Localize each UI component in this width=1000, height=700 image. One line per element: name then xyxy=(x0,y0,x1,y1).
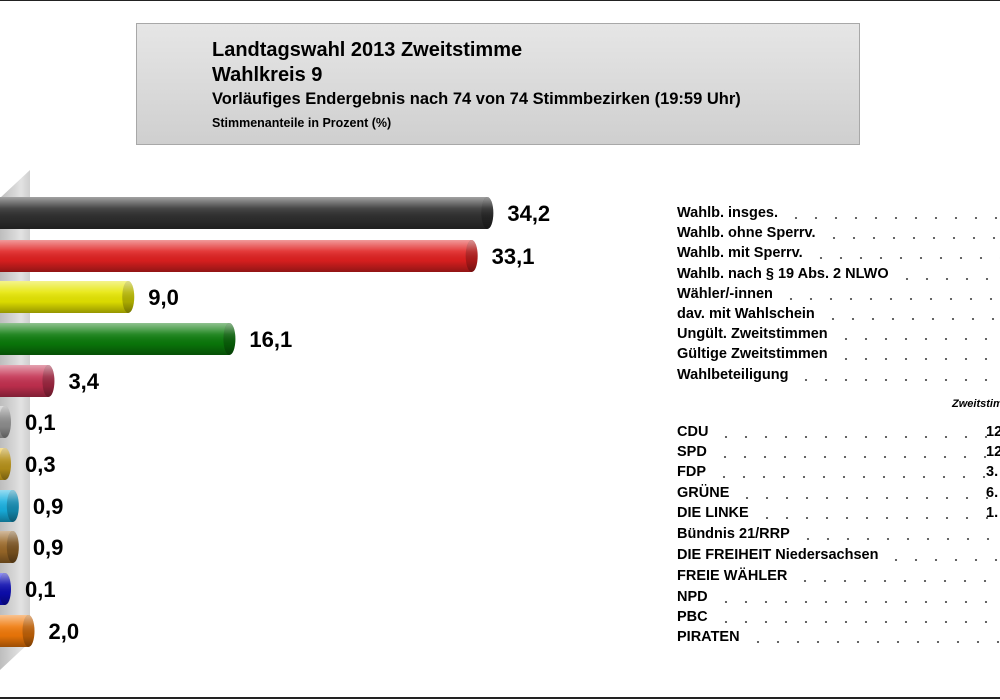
top-border-line xyxy=(0,0,1000,1)
dot-leader xyxy=(810,257,1000,259)
party-row: PBC xyxy=(677,609,1000,629)
dot-leader xyxy=(795,580,1000,582)
party-value: 6. xyxy=(986,485,999,501)
party-row: PIRATEN xyxy=(677,629,1000,649)
chart-title: Landtagswahl 2013 Zweitstimme xyxy=(212,39,523,61)
dot-leader xyxy=(716,436,1000,438)
dot-leader xyxy=(737,497,1000,499)
party-row: CDU xyxy=(677,424,1000,444)
bar-gr-ne xyxy=(0,323,236,355)
bar-npd xyxy=(0,531,19,563)
bar-value-label: 2,0 xyxy=(49,619,80,644)
dot-leader xyxy=(747,641,1000,643)
stat-label: Wähler/-innen xyxy=(677,286,773,302)
bar-chart: 34,2 33,1 9,0 16,1 3,4 0,1 0,3 0,9 0,9 0,1 2,0 xyxy=(0,197,550,647)
bar-value-label: 33,1 xyxy=(492,244,535,269)
party-name: PIRATEN xyxy=(677,629,740,645)
party-row: SPD xyxy=(677,444,1000,464)
bar-piraten xyxy=(0,615,35,647)
stat-label: Wahlb. nach § 19 Abs. 2 NLWO xyxy=(677,266,889,282)
party-row: DIE FREIHEIT Niedersachsen xyxy=(677,547,1000,567)
stat-label: Ungült. Zweitstimmen xyxy=(677,326,828,342)
party-name: PBC xyxy=(677,609,708,625)
party-value: 3. xyxy=(986,464,999,480)
party-name: FREIE WÄHLER xyxy=(677,568,788,584)
dot-leader xyxy=(823,237,1000,239)
stat-row: Gültige Zweitstimmen xyxy=(677,346,1000,366)
dot-leader xyxy=(796,379,1000,381)
dot-leader xyxy=(780,298,1000,300)
bar-value-label: 0,9 xyxy=(33,535,64,560)
dot-leader xyxy=(896,278,1000,280)
bar-value-label: 0,3 xyxy=(25,452,56,477)
party-name: Bündnis 21/RRP xyxy=(677,526,790,542)
party-value: 1. xyxy=(986,505,999,521)
dot-leader xyxy=(756,517,1000,519)
dot-leader xyxy=(886,559,1000,561)
stat-row: Wahlb. mit Sperrv. xyxy=(677,245,1000,265)
dot-leader xyxy=(714,476,1000,478)
bar-die-freiheit-niedersachsen xyxy=(0,448,11,480)
bar-freie-w-hler xyxy=(0,490,19,522)
party-name: DIE LINKE xyxy=(677,505,749,521)
party-value: 12. xyxy=(986,444,1000,460)
party-name: NPD xyxy=(677,589,708,605)
stat-label: Wahlb. ohne Sperrv. xyxy=(677,225,816,241)
stat-row: Wahlb. nach § 19 Abs. 2 NLWO xyxy=(677,266,1000,286)
party-row: GRÜNE xyxy=(677,485,1000,505)
dot-leader xyxy=(715,621,1000,623)
dot-leader xyxy=(835,358,1000,360)
party-row: FREIE WÄHLER xyxy=(677,568,1000,588)
stat-row: Wahlb. ohne Sperrv. xyxy=(677,225,1000,245)
stat-label: Wahlb. mit Sperrv. xyxy=(677,245,803,261)
party-row: FDP xyxy=(677,464,1000,484)
zweitstimmen-column-label: Zweitstim xyxy=(952,398,1000,410)
stat-row: Wahlb. insges. xyxy=(677,205,1000,225)
bar-fdp xyxy=(0,281,135,313)
chart-header: Landtagswahl 2013 Zweitstimme Wahlkreis … xyxy=(136,23,860,145)
bar-value-label: 3,4 xyxy=(68,369,99,394)
bar-pbc xyxy=(0,573,11,605)
party-row: NPD xyxy=(677,589,1000,609)
dot-leader xyxy=(785,217,1000,219)
dot-leader xyxy=(797,538,1000,540)
bar-spd xyxy=(0,240,478,272)
bar-value-label: 0,1 xyxy=(25,410,56,435)
stat-label: Gültige Zweitstimmen xyxy=(677,346,828,362)
chart-unit-note: Stimmenanteile in Prozent (%) xyxy=(212,116,392,130)
bar-value-label: 34,2 xyxy=(507,201,550,226)
bar-value-label: 0,9 xyxy=(33,494,64,519)
bottom-border-line xyxy=(0,697,1000,699)
chart-district: Wahlkreis 9 xyxy=(212,64,323,86)
stat-row: dav. mit Wahlschein xyxy=(677,306,1000,326)
party-row: DIE LINKE xyxy=(677,505,1000,525)
dot-leader xyxy=(835,338,1000,340)
party-row: Bündnis 21/RRP xyxy=(677,526,1000,546)
bar-die-linke xyxy=(0,365,55,397)
bar-value-label: 9,0 xyxy=(148,285,179,310)
bar-value-label: 16,1 xyxy=(249,327,292,352)
stat-label: Wahlb. insges. xyxy=(677,205,778,221)
party-name: DIE FREIHEIT Niedersachsen xyxy=(677,547,879,563)
bar-cdu xyxy=(0,197,494,229)
stat-row: Wähler/-innen xyxy=(677,286,1000,306)
party-name: SPD xyxy=(677,444,707,460)
stat-label: Wahlbeteiligung xyxy=(677,367,789,383)
party-value: 12. xyxy=(986,424,1000,440)
party-name: CDU xyxy=(677,424,709,440)
stat-row: Ungült. Zweitstimmen xyxy=(677,326,1000,346)
party-name: FDP xyxy=(677,464,706,480)
stat-row: Wahlbeteiligung xyxy=(677,367,1000,387)
stat-label: dav. mit Wahlschein xyxy=(677,306,815,322)
dot-leader xyxy=(822,318,1000,320)
dot-leader xyxy=(715,601,1000,603)
dot-leader xyxy=(714,456,1000,458)
bar-b-ndnis-21-rrp xyxy=(0,406,11,438)
chart-status: Vorläufiges Endergebnis nach 74 von 74 S… xyxy=(212,90,741,108)
party-name: GRÜNE xyxy=(677,485,730,501)
bar-value-label: 0,1 xyxy=(25,577,56,602)
